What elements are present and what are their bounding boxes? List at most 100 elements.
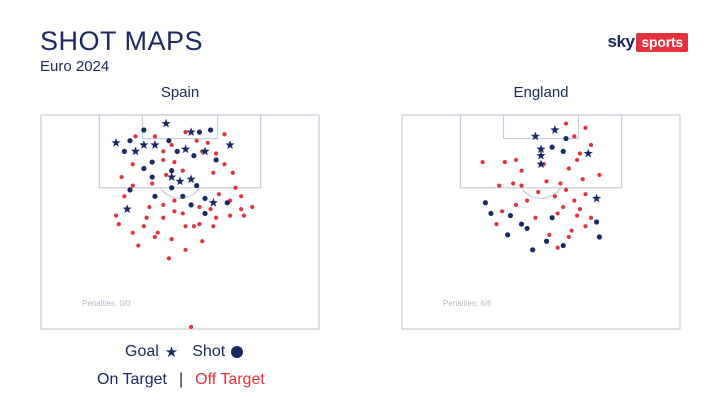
goal-star-mark [139, 140, 149, 149]
goal-star-mark [225, 140, 235, 149]
off-target-shot-mark [113, 213, 119, 218]
off-target-shot-mark [577, 207, 583, 212]
six-yard-box [141, 114, 219, 140]
on-target-shot-mark [202, 210, 208, 217]
off-target-shot-mark [575, 213, 580, 218]
six-yard-box [502, 114, 580, 140]
on-target-shot-mark [563, 135, 569, 142]
goal-star-mark [583, 148, 593, 158]
off-target-shot-mark [566, 234, 571, 240]
off-target-shot-mark [222, 162, 227, 167]
off-target-shot-mark [119, 174, 124, 180]
on-target-shot-mark [127, 138, 133, 144]
off-target-shot-mark [211, 170, 216, 175]
goal-star-mark [536, 159, 546, 169]
on-target-shot-mark [166, 138, 172, 144]
off-target-shot-mark [130, 183, 135, 188]
off-target-shot-mark [563, 121, 569, 126]
goal-star-mark [175, 176, 185, 186]
off-target-shot-mark [563, 187, 569, 192]
off-target-shot-mark [216, 192, 222, 197]
on-target-shot-mark [174, 148, 180, 154]
off-target-shot-mark [555, 211, 560, 216]
off-target-shot-mark [130, 162, 135, 167]
off-target-shot-mark [208, 207, 213, 212]
goal-star-mark [536, 150, 546, 160]
off-target-shot-mark [194, 138, 199, 143]
goal-star-mark [130, 146, 141, 156]
pitch-outline [40, 114, 320, 330]
on-target-shot-mark [202, 195, 208, 202]
off-target-shot-mark [241, 213, 247, 218]
off-target-shot-mark [205, 140, 210, 145]
goal-star-mark [200, 146, 210, 156]
goal-star-mark [180, 144, 191, 154]
penalty-arc [159, 187, 201, 199]
team-title-1: England [513, 84, 568, 101]
team-title-0: Spain [161, 84, 199, 101]
off-target-shot-mark [544, 179, 549, 184]
off-target-shot-mark [588, 215, 594, 220]
off-target-shot-mark [502, 159, 507, 165]
off-target-shot-mark [497, 183, 502, 188]
on-target-shot-mark [482, 200, 488, 206]
goal-star-mark [150, 140, 160, 149]
off-target-shot-mark [214, 151, 219, 156]
off-target-shot-mark [533, 215, 538, 220]
off-target-shot-mark [513, 202, 519, 207]
page-subtitle: Euro 2024 [40, 58, 110, 75]
off-target-shot-mark [566, 166, 571, 171]
off-target-shot-mark [155, 230, 160, 235]
off-target-shot-mark [122, 194, 127, 199]
off-target-shot-mark [513, 157, 519, 163]
off-target-shot-mark [130, 230, 135, 235]
goal-star-mark [167, 172, 177, 181]
off-target-shot-mark [197, 204, 202, 210]
goal-star-mark [122, 204, 132, 214]
off-target-shot-mark [555, 245, 560, 250]
off-target-shot-mark [172, 159, 177, 165]
off-target-shot-mark [547, 232, 552, 237]
off-target-shot-mark [166, 256, 171, 261]
goal-star-mark [186, 174, 196, 184]
on-target-shot-mark [224, 200, 230, 206]
off-target-shot-mark [191, 224, 196, 229]
legend-marker-key: Goal ★ Shot [125, 343, 244, 361]
off-target-shot-mark [536, 189, 541, 195]
on-target-shot-mark [196, 129, 203, 135]
off-target-shot-mark [161, 215, 166, 220]
off-target-shot-mark [572, 134, 577, 139]
dot-icon [231, 346, 244, 358]
on-target-shot-mark [141, 127, 147, 133]
on-target-shot-mark [169, 185, 175, 191]
off-target-shot-mark [150, 181, 155, 186]
off-target-shot-mark [161, 202, 166, 207]
off-target-shot-mark [552, 194, 558, 199]
off-target-shot-mark [572, 198, 577, 203]
penalties-note-0: Penalties: 0/0 [82, 299, 131, 308]
legend-off-target: Off Target [195, 371, 265, 388]
goal-star-mark [530, 131, 541, 141]
on-target-shot-mark [149, 174, 155, 180]
on-target-shot-mark [152, 193, 158, 199]
off-target-shot-mark [519, 183, 524, 188]
off-target-shot-mark [569, 228, 574, 233]
on-target-shot-mark [560, 148, 566, 154]
off-target-shot-mark [161, 157, 166, 163]
legend-on-target: On Target [97, 371, 167, 388]
off-target-shot-mark [144, 215, 149, 220]
legend-shot-label: Shot [192, 343, 226, 360]
off-target-shot-mark [227, 213, 233, 218]
off-target-shot-mark [583, 125, 588, 130]
off-target-shot-mark [588, 142, 594, 148]
goal-star-mark [592, 193, 602, 203]
off-target-shot-mark [230, 170, 235, 175]
on-target-shot-mark [141, 165, 147, 172]
on-target-shot-mark [180, 193, 186, 199]
off-target-shot-mark [233, 185, 238, 190]
on-target-shot-mark [594, 219, 600, 225]
star-icon: ★ [164, 344, 179, 361]
off-target-shot-mark [499, 209, 505, 214]
off-target-shot-mark [152, 234, 158, 240]
